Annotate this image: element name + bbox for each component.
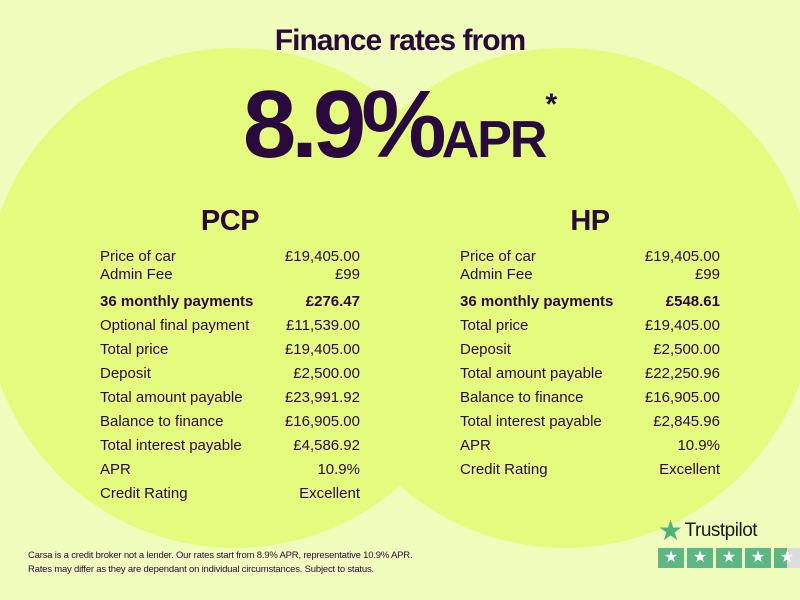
pcp-table: PCP Price of car £19,405.00 Admin Fee £99 36… (100, 205, 360, 506)
row-value: £4,586.92 (293, 437, 360, 454)
table-row: Total price £19,405.00 (460, 314, 720, 338)
row-label: 36 monthly payments (460, 293, 614, 310)
row-value: £11,539.00 (286, 317, 360, 334)
row-label: Balance to finance (460, 389, 584, 406)
row-label: Price of car (460, 248, 536, 265)
table-row: Credit Rating Excellent (460, 458, 720, 482)
row-value: £548.61 (665, 293, 720, 310)
table-row: Total interest payable £4,586.92 (100, 434, 360, 458)
row-value: 10.9% (317, 461, 360, 478)
row-value: Excellent (659, 461, 720, 478)
row-label: Balance to finance (100, 413, 224, 430)
table-row: Price of car £19,405.00 (100, 248, 360, 266)
table-row: Price of car £19,405.00 (460, 248, 720, 266)
row-value: £16,905.00 (284, 413, 360, 430)
trustpilot-rating: ★ ★ ★ ★ ★ (658, 548, 800, 568)
table-row: Total interest payable £2,845.96 (460, 410, 720, 434)
table-row: Balance to finance £16,905.00 (100, 410, 360, 434)
row-label: Optional final payment (100, 317, 250, 334)
pcp-heading: PCP (200, 205, 260, 237)
half-star-icon: ★ (774, 548, 800, 568)
row-label: Credit Rating (460, 461, 548, 478)
disclaimer-line: Carsa is a credit broker not a lender. O… (28, 550, 413, 561)
page-title: Finance rates from (274, 24, 526, 57)
row-value: Excellent (299, 485, 360, 502)
disclaimer-line: Rates may differ as they are dependant o… (28, 564, 374, 575)
row-value: 10.9% (677, 437, 720, 454)
row-value: £19,405.00 (644, 317, 720, 334)
star-icon: ★ (745, 548, 771, 568)
row-label: Total interest payable (100, 437, 242, 454)
row-value: £19,405.00 (284, 341, 360, 358)
disclaimer: Carsa is a credit broker not a lender. O… (28, 549, 413, 577)
table-row: Optional final payment £11,539.00 (100, 314, 360, 338)
table-row: Credit Rating Excellent (100, 482, 360, 506)
star-icon: ★ (716, 548, 742, 568)
rate-value: 8.9% (242, 71, 447, 178)
row-value: £2,845.96 (653, 413, 720, 430)
row-value: £16,905.00 (644, 389, 720, 406)
table-row: Admin Fee £99 (460, 266, 720, 284)
asterisk: * (545, 88, 558, 121)
row-label: Total price (460, 317, 529, 334)
row-label: 36 monthly payments (100, 293, 254, 310)
table-row: Total price £19,405.00 (100, 338, 360, 362)
row-label: Credit Rating (100, 485, 188, 502)
table-row: Admin Fee £99 (100, 266, 360, 284)
table-row: APR 10.9% (460, 434, 720, 458)
row-label: Admin Fee (100, 266, 173, 283)
table-row: Total amount payable £23,991.92 (100, 386, 360, 410)
row-value: £99 (694, 266, 720, 283)
row-label: Total amount payable (100, 389, 243, 406)
headline-rate: 8.9%APR* (0, 70, 800, 180)
row-value: £276.47 (305, 293, 360, 310)
background-circle-right (315, 48, 800, 548)
table-row: Deposit £2,500.00 (100, 362, 360, 386)
star-icon: ★ (687, 548, 713, 568)
row-value: £22,250.96 (644, 365, 720, 382)
row-label: APR (460, 437, 491, 454)
row-value: £19,405.00 (644, 248, 720, 265)
row-label: Deposit (100, 365, 151, 382)
row-value: £19,405.00 (284, 248, 360, 265)
row-value: £2,500.00 (293, 365, 360, 382)
table-row: Total amount payable £22,250.96 (460, 362, 720, 386)
apr-label: APR (441, 111, 548, 169)
row-label: Total price (100, 341, 169, 358)
row-label: Total amount payable (460, 365, 603, 382)
table-row: 36 monthly payments £276.47 (100, 290, 360, 314)
table-row: 36 monthly payments £548.61 (460, 290, 720, 314)
table-row: Deposit £2,500.00 (460, 338, 720, 362)
table-row: Balance to finance £16,905.00 (460, 386, 720, 410)
row-value: £2,500.00 (653, 341, 720, 358)
star-icon: ★ (658, 548, 684, 568)
row-label: Total interest payable (460, 413, 602, 430)
row-label: APR (100, 461, 131, 478)
row-label: Deposit (460, 341, 511, 358)
row-label: Admin Fee (460, 266, 533, 283)
trustpilot-name: Trustpilot (684, 520, 758, 541)
table-row: APR 10.9% (100, 458, 360, 482)
hp-table: HP Price of car £19,405.00 Admin Fee £99 36 … (460, 205, 720, 482)
row-value: £23,991.92 (284, 389, 360, 406)
row-label: Price of car (100, 248, 176, 265)
row-value: £99 (334, 266, 360, 283)
trustpilot-badge[interactable]: ★ Trustpilot ★ ★ ★ ★ ★ (658, 515, 800, 568)
trustpilot-star-icon: ★ (658, 515, 683, 546)
hp-heading: HP (570, 205, 610, 237)
